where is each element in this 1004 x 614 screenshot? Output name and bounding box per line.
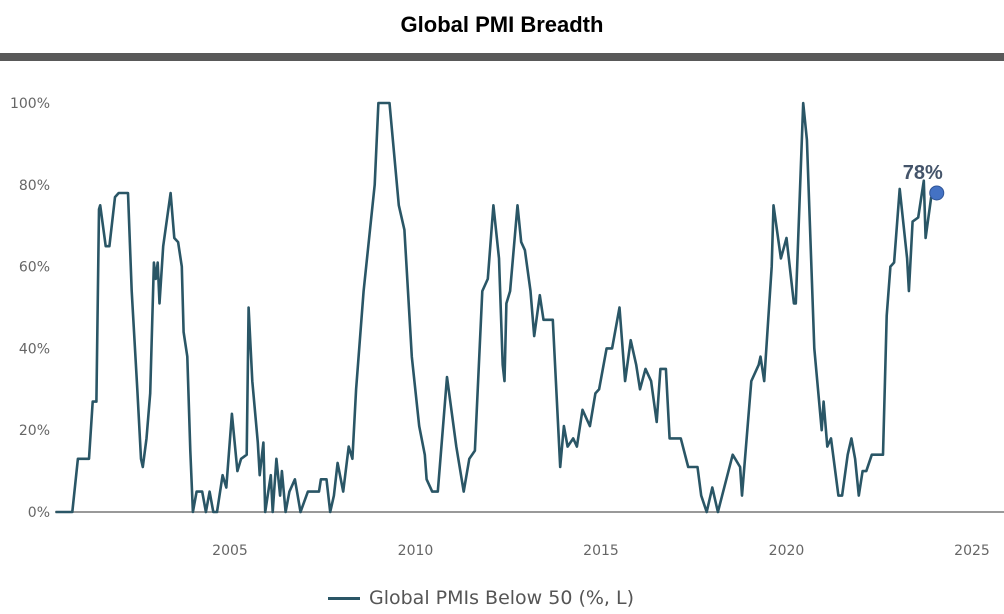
latest-value-label: 78% — [903, 162, 943, 184]
y-tick-label: 80% — [19, 178, 50, 194]
x-tick-label: 2020 — [769, 543, 805, 559]
legend-label: Global PMIs Below 50 (%, L) — [369, 587, 635, 609]
legend-line-swatch — [328, 596, 360, 600]
y-tick-label: 0% — [28, 505, 50, 521]
y-tick-label: 20% — [19, 423, 50, 439]
x-tick-label: 2005 — [212, 543, 248, 559]
chart-title: Global PMI Breadth — [400, 12, 604, 37]
x-tick-label: 2010 — [398, 543, 434, 559]
y-tick-label: 100% — [10, 96, 50, 112]
series-line — [55, 101, 933, 514]
x-axis-ticks: 2005 2010 2015 2020 2025 — [212, 543, 990, 559]
title-divider — [0, 53, 1004, 61]
series-group — [55, 101, 933, 514]
x-tick-label: 2025 — [954, 543, 990, 559]
y-axis-ticks: 0% 20% 40% 60% 80% 100% — [10, 96, 50, 521]
x-tick-label: 2015 — [583, 543, 619, 559]
latest-value-marker — [929, 185, 945, 201]
annotations: 78% — [903, 162, 945, 201]
y-tick-label: 60% — [19, 260, 50, 276]
legend: Global PMIs Below 50 (%, L) — [328, 587, 634, 609]
y-tick-label: 40% — [19, 341, 50, 357]
